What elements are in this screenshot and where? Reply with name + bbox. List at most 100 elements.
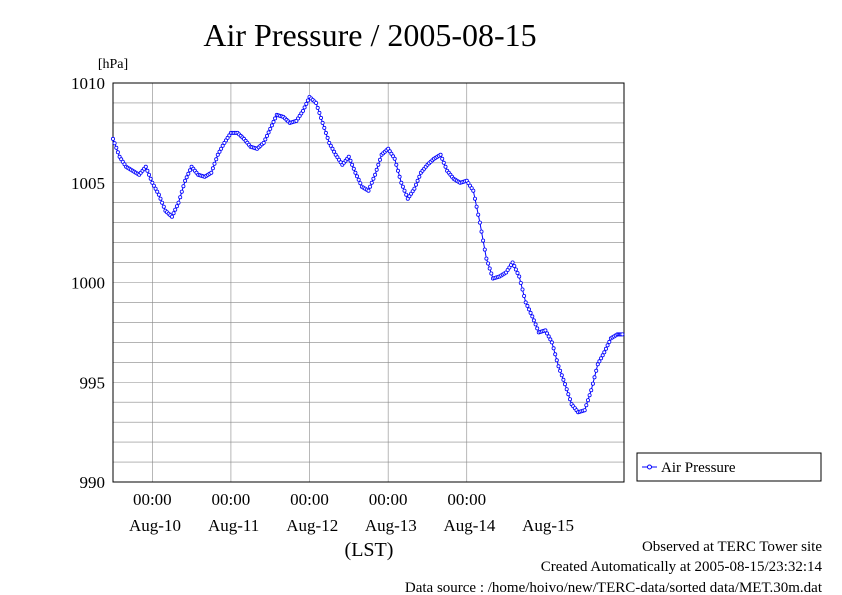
data-point (314, 101, 319, 106)
data-point (535, 326, 540, 331)
data-point (374, 167, 379, 172)
data-point (543, 328, 548, 333)
data-point (587, 393, 592, 398)
data-point (320, 120, 325, 125)
x-tick-date-label: Aug-11 (208, 516, 259, 535)
data-point (145, 168, 150, 173)
data-point (554, 358, 559, 363)
data-point (531, 318, 536, 323)
x-tick-date-label: Aug-13 (365, 516, 417, 535)
data-point (513, 267, 518, 272)
data-point (438, 152, 443, 157)
data-point (187, 168, 192, 173)
data-point (558, 368, 563, 373)
data-point (156, 192, 161, 197)
data-point (549, 340, 554, 345)
data-point (484, 256, 489, 261)
legend-marker-icon (647, 464, 652, 470)
data-point (215, 152, 220, 157)
data-point (356, 177, 361, 182)
data-point (350, 162, 355, 167)
x-tick-date-label: Aug-10 (129, 516, 181, 535)
data-point (153, 186, 158, 191)
data-point (486, 261, 491, 266)
data-point (330, 146, 335, 151)
data-point (564, 387, 569, 392)
data-point (366, 188, 371, 193)
data-point (219, 146, 224, 151)
data-point (477, 220, 482, 225)
air-pressure-line (112, 96, 623, 413)
y-tick-label: 1005 (71, 174, 105, 193)
data-point (263, 137, 268, 142)
data-point (174, 204, 179, 209)
data-point (563, 382, 568, 387)
data-point (115, 150, 120, 155)
data-point (327, 140, 332, 145)
data-point (271, 119, 276, 124)
data-point (323, 130, 328, 135)
y-axis: 990 995 1000 1005 1010 (71, 74, 105, 492)
data-point (394, 162, 399, 167)
x-tick-time-label: 00:00 (290, 490, 329, 509)
data-point (471, 188, 476, 193)
x-tick-date-label: Aug-14 (443, 516, 495, 535)
data-point (533, 322, 538, 327)
data-point (351, 166, 356, 171)
data-point (559, 373, 564, 378)
data-point (481, 238, 486, 243)
data-point (561, 377, 566, 382)
x-axis: 00:00 00:00 00:00 00:00 00:00 Aug-10 Aug-11 Aug… (129, 490, 574, 535)
data-point (553, 352, 558, 357)
plot-frame (112, 82, 625, 483)
data-point (146, 172, 151, 177)
data-point (489, 271, 494, 276)
data-point (160, 200, 165, 205)
data-point (173, 207, 178, 212)
data-point (161, 204, 166, 209)
data-point (264, 133, 269, 138)
data-point (371, 176, 376, 181)
data-point (415, 178, 420, 183)
data-point (595, 362, 600, 367)
data-point (304, 101, 309, 106)
data-point (348, 158, 353, 163)
data-point (510, 260, 515, 265)
data-point (412, 186, 417, 191)
data-point (302, 105, 307, 110)
x-tick-time-label: 00:00 (369, 490, 408, 509)
data-point (479, 229, 484, 234)
data-point (151, 183, 156, 188)
footer-source: Data source : /home/hoivo/new/TERC-data/… (405, 580, 823, 595)
data-point (214, 157, 219, 162)
data-point (528, 310, 533, 315)
data-point (183, 178, 188, 183)
data-point (520, 287, 525, 292)
data-point (602, 350, 607, 355)
data-point (268, 126, 273, 131)
data-point (443, 164, 448, 169)
x-tick-date-label: Aug-12 (286, 516, 338, 535)
data-point (315, 105, 320, 110)
air-pressure-points (111, 95, 625, 415)
y-tick-label: 1000 (71, 274, 105, 293)
data-point (305, 98, 310, 103)
data-point (589, 388, 594, 393)
data-point (176, 200, 181, 205)
data-point (148, 176, 153, 181)
data-point (179, 189, 184, 194)
data-point (620, 332, 625, 337)
data-point (487, 266, 492, 271)
data-point (212, 161, 217, 166)
y-tick-label: 1010 (71, 74, 105, 93)
data-point (300, 108, 305, 113)
data-point (358, 181, 363, 186)
data-point (413, 182, 418, 187)
data-point (158, 196, 163, 201)
data-point (369, 180, 374, 185)
data-point (517, 274, 522, 279)
data-point (594, 368, 599, 373)
data-point (515, 270, 520, 275)
data-point (482, 247, 487, 252)
